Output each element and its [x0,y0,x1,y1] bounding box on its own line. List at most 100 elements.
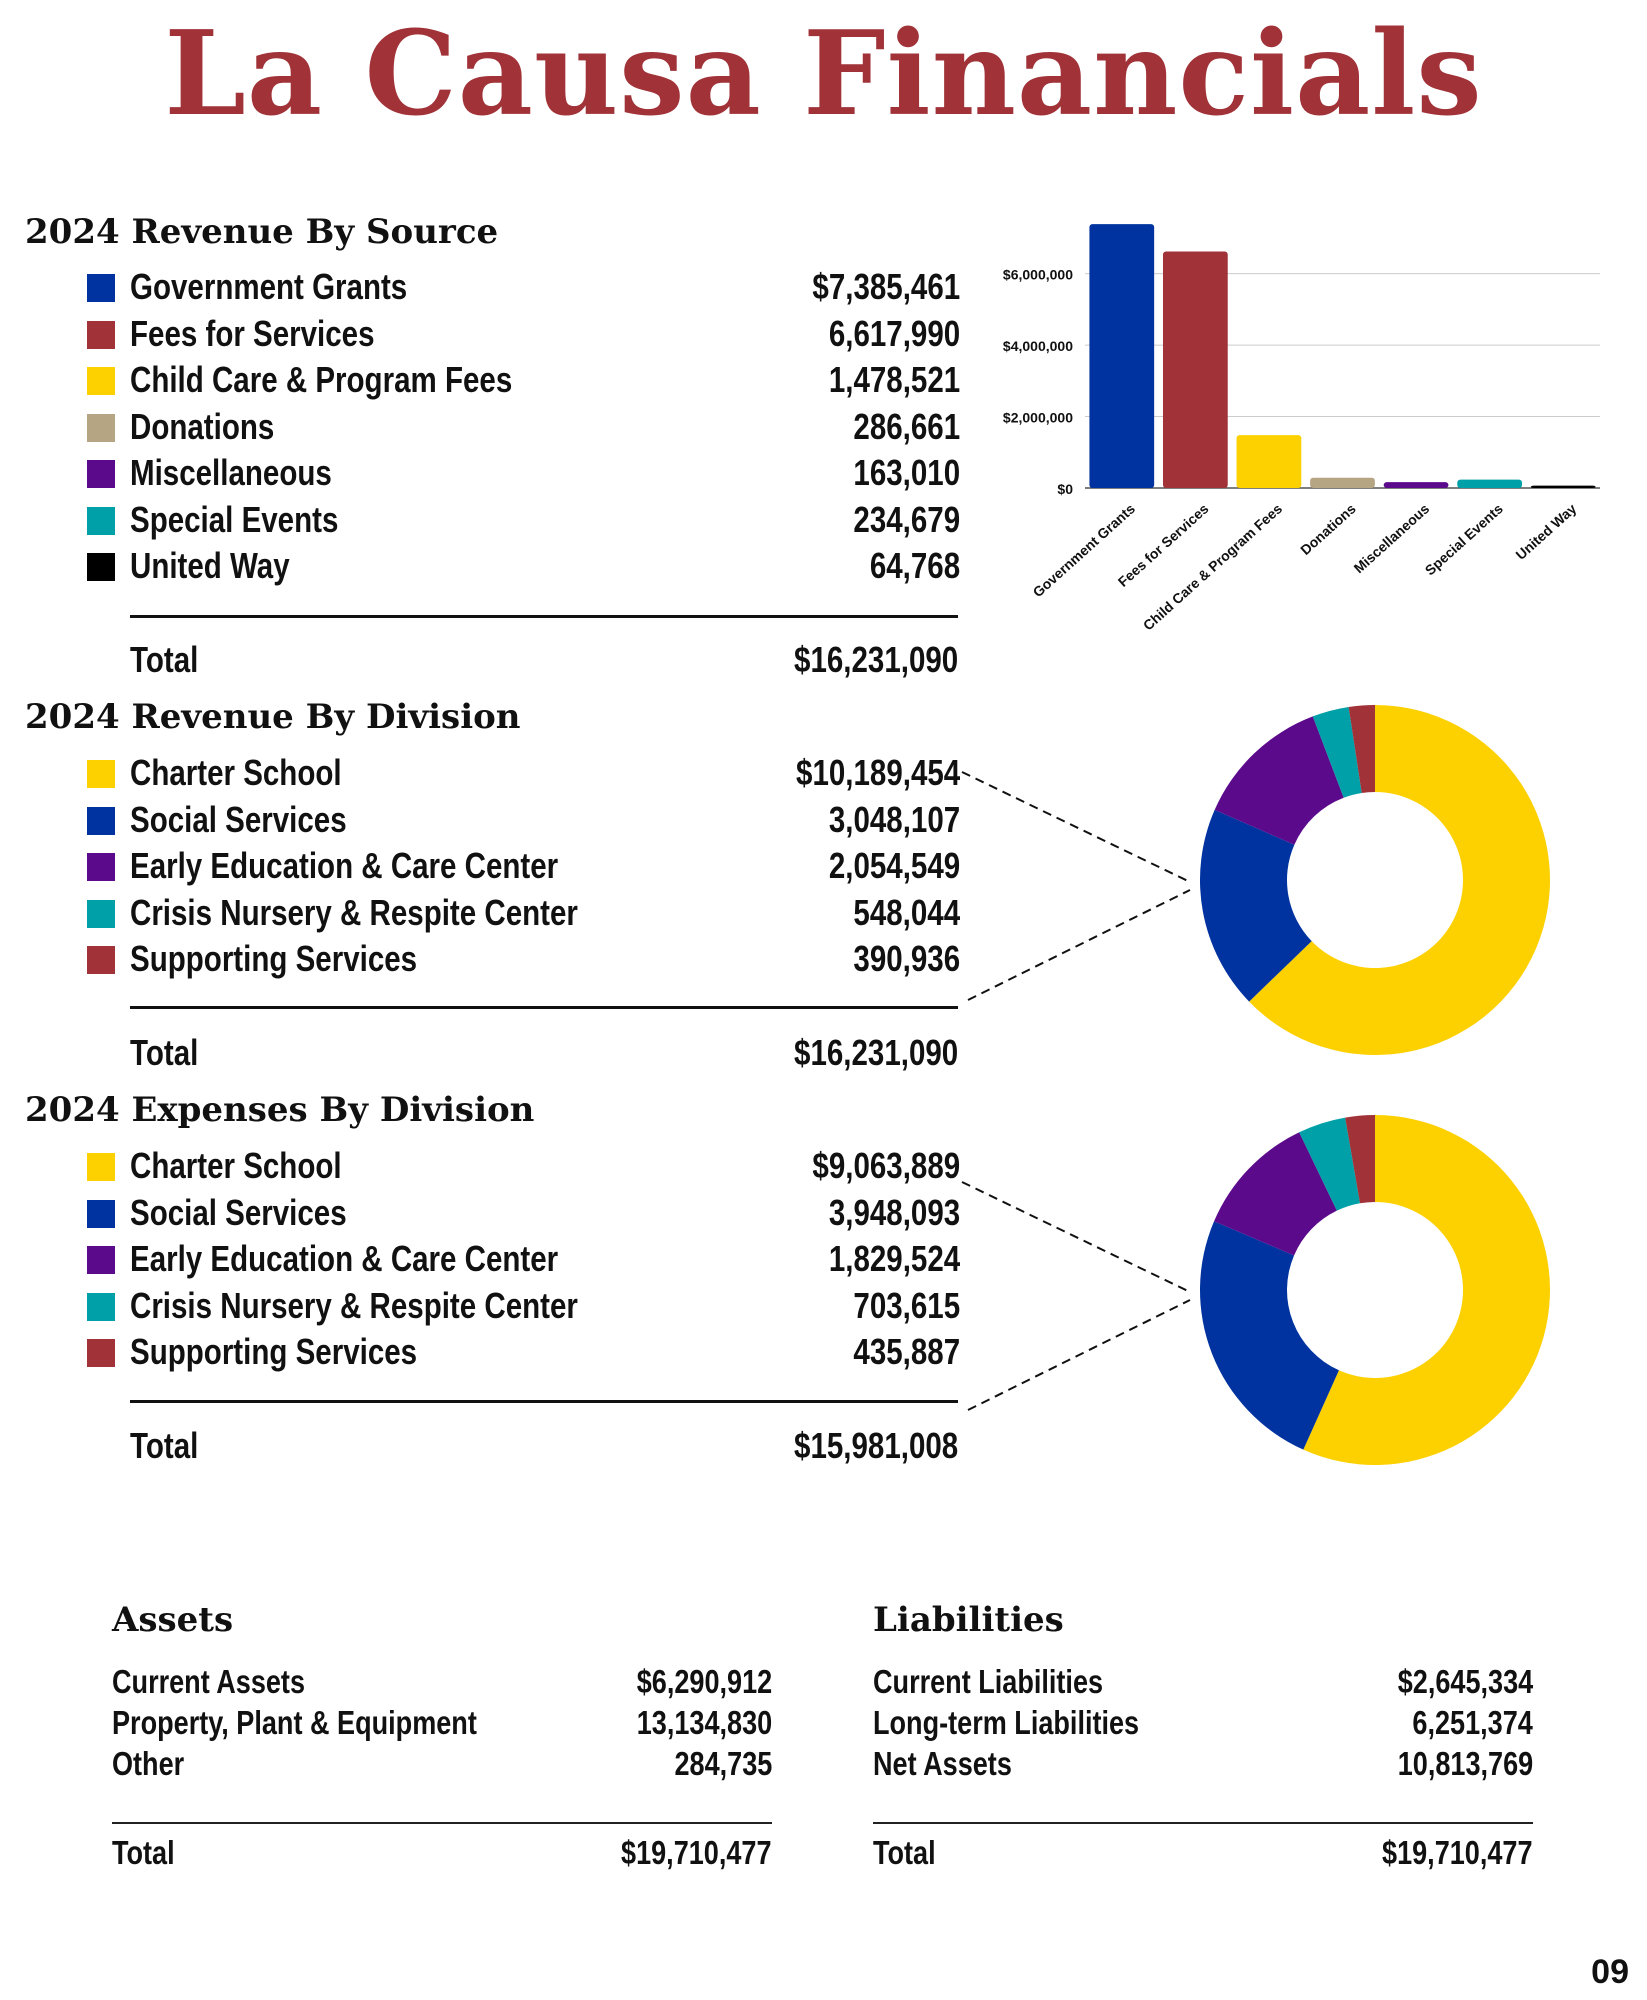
legend-row: Charter School $10,189,454 [85,750,960,797]
donut-slice [1249,705,1550,1055]
balance-value: 284,735 [674,1745,772,1782]
donut-slice [1303,1115,1551,1465]
donut-slice [1200,809,1312,1002]
liabilities-heading: Liabilities [873,1600,1064,1640]
legend-label: Early Education & Care Center [130,845,559,886]
legend-value: 163,010 [853,452,960,493]
connector-line [961,771,1191,883]
assets-total: Total $19,710,477 [112,1833,772,1873]
legend-value: 390,936 [853,938,960,979]
legend-row: Supporting Services 390,936 [85,936,960,983]
revenue-source-divider [130,615,958,618]
total-label: Total [130,1425,199,1466]
legend-value: 703,615 [853,1284,960,1326]
revenue-source-bar-chart: $0$2,000,000$4,000,000$6,000,000Governme… [1003,224,1600,634]
balance-value: $6,290,912 [636,1663,772,1700]
legend-row: Crisis Nursery & Respite Center 703,615 [85,1283,960,1330]
revenue-source-heading: 2024 Revenue By Source [25,212,499,252]
balance-row: Property, Plant & Equipment 13,134,830 [112,1703,772,1743]
legend-swatch [87,1153,115,1181]
legend-value: 3,048,107 [828,798,960,840]
legend-label: Miscellaneous [130,452,332,493]
page-title: La Causa Financials [164,6,1483,142]
y-tick-label: $2,000,000 [1003,410,1073,426]
legend-swatch [87,367,115,395]
legend-swatch [87,853,115,881]
legend-value: 286,661 [853,405,960,447]
x-tick-label: Special Events [1422,500,1506,578]
balance-label: Other [112,1745,185,1782]
legend-row: Child Care & Program Fees 1,478,521 [85,357,960,404]
legend-value: $10,189,454 [795,752,960,793]
legend-row: Early Education & Care Center 1,829,524 [85,1236,960,1283]
balance-label: Property, Plant & Equipment [112,1704,477,1741]
bar [1383,482,1449,488]
legend-row: Donations 286,661 [85,404,960,451]
balance-row: Current Liabilities $2,645,334 [873,1662,1533,1702]
legend-value: 1,829,524 [828,1238,960,1279]
legend-swatch [87,274,115,302]
legend-row: Charter School $9,063,889 [85,1143,960,1190]
total-value: $19,710,477 [621,1834,772,1871]
legend-swatch [87,413,115,442]
connector-line [967,889,1191,1001]
legend-label: Donations [130,405,275,447]
bar [1310,477,1375,488]
expenses-division-heading: 2024 Expenses By Division [25,1090,535,1130]
total-value: $16,231,090 [793,639,958,680]
bar [1089,224,1155,488]
legend-row: Fees for Services 6,617,990 [85,311,960,358]
legend-value: 234,679 [853,498,960,540]
legend-swatch [87,1339,115,1367]
legend-label: Social Services [130,798,347,840]
x-tick-label: Miscellaneous [1350,500,1432,576]
legend-label: United Way [130,545,290,586]
balance-value: 10,813,769 [1397,1745,1533,1782]
donut-slice [1348,705,1375,794]
bar [1162,251,1228,488]
legend-swatch [87,1292,115,1321]
expenses-division-total: Total $15,981,008 [130,1423,958,1469]
legend-value: 548,044 [853,891,960,933]
balance-value: 13,134,830 [636,1704,772,1741]
legend-value: 6,617,990 [828,312,960,354]
legend-value: 1,478,521 [828,359,960,400]
legend-label: Early Education & Care Center [130,1238,559,1279]
legend-label: Child Care & Program Fees [130,359,513,400]
legend-swatch [87,506,115,535]
legend-row: Special Events 234,679 [85,497,960,544]
legend-label: Crisis Nursery & Respite Center [130,1284,578,1326]
balance-value: 6,251,374 [1412,1704,1533,1741]
total-label: Total [873,1834,936,1871]
legend-row: Early Education & Care Center 2,054,549 [85,843,960,890]
balance-label: Current Liabilities [873,1663,1104,1700]
bar [1530,485,1596,488]
revenue-division-divider [130,1006,958,1009]
total-value: $15,981,008 [793,1425,958,1466]
legend-label: Supporting Services [130,1331,418,1372]
legend-value: 435,887 [853,1331,960,1372]
assets-divider [112,1822,772,1824]
legend-swatch [87,806,115,835]
total-label: Total [130,1032,199,1073]
donut-slice [1312,707,1362,798]
legend-label: Supporting Services [130,938,418,979]
legend-swatch [87,760,115,788]
assets-heading: Assets [112,1600,234,1640]
bar [1457,479,1523,488]
legend-label: Crisis Nursery & Respite Center [130,891,578,933]
legend-swatch [87,946,115,974]
total-label: Total [130,639,199,680]
expenses-division-divider [130,1400,958,1403]
balance-label: Current Assets [112,1663,305,1700]
legend-swatch [87,460,115,488]
x-tick-label: United Way [1512,500,1579,563]
legend-swatch [87,899,115,928]
x-tick-label: Child Care & Program Fees [1140,500,1286,633]
y-tick-label: $0 [1057,481,1073,497]
balance-label: Long-term Liabilities [873,1704,1140,1741]
legend-row: United Way 64,768 [85,543,960,590]
balance-row: Other 284,735 [112,1744,772,1784]
legend-value: 3,948,093 [828,1191,960,1233]
legend-swatch [87,1246,115,1274]
